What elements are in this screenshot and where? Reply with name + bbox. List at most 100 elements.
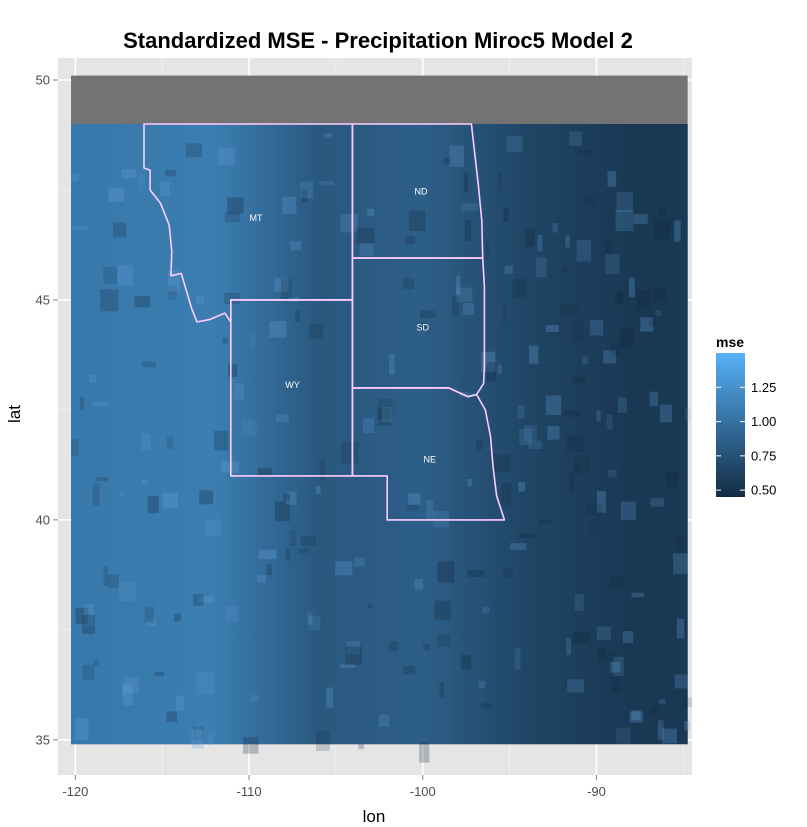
mse-cell [147, 495, 159, 514]
mse-cell [160, 181, 170, 197]
mse-cell [673, 553, 688, 575]
mse-cell [176, 695, 184, 712]
x-tick-label: -110 [237, 784, 262, 799]
mse-cell [426, 500, 434, 519]
mse-cell [77, 590, 83, 595]
mse-cell [467, 570, 485, 577]
mse-cell [123, 684, 133, 706]
mse-cell [168, 270, 180, 292]
mse-cell [460, 654, 472, 670]
mse-cell [605, 253, 620, 275]
mse-cell [290, 241, 302, 251]
mse-cell [199, 490, 214, 505]
mse-cell [335, 561, 353, 576]
mse-cell [622, 631, 634, 644]
mse-cell [619, 291, 624, 305]
mse-cell [281, 278, 292, 299]
mse-cell [615, 292, 622, 303]
mse-cell [377, 398, 393, 420]
mse-cell [282, 196, 297, 215]
mse-cell [633, 214, 648, 225]
mse-cell [612, 656, 624, 677]
mse-cell [502, 304, 508, 323]
mse-cell [503, 568, 514, 578]
x-axis: -120 -110 -100 -90 [62, 775, 606, 799]
mse-cell [83, 604, 95, 626]
mse-cell [243, 736, 259, 754]
mse-cell [134, 295, 151, 308]
mse-cell [462, 302, 475, 315]
mse-cell [537, 519, 553, 524]
mse-cell [537, 234, 543, 252]
mse-cell [358, 743, 365, 750]
mse-cell [514, 648, 521, 670]
mse-cell [437, 561, 455, 583]
mse-cell [121, 682, 126, 697]
mse-cell [140, 433, 152, 451]
mse-cell [609, 576, 624, 589]
mse-cell [464, 220, 471, 242]
mse-cell [118, 491, 126, 498]
mse-cell [196, 672, 215, 695]
mse-cell [339, 663, 356, 668]
y-axis: 35 40 45 50 [36, 72, 58, 747]
mse-cell [207, 734, 213, 746]
mse-cell [324, 133, 332, 138]
mse-cell [408, 210, 426, 231]
mse-cell [589, 319, 604, 336]
mse-cell [650, 498, 665, 507]
chart-title: Standardized MSE - Precipitation Miroc5 … [123, 28, 633, 53]
mse-cell [598, 649, 617, 662]
x-tick-label: -120 [62, 784, 88, 799]
mse-cell [569, 131, 582, 146]
mse-cell [367, 603, 373, 609]
mse-cell [93, 659, 99, 666]
mse-cell [596, 626, 612, 640]
mse-cell [582, 356, 588, 365]
mse-cell [165, 170, 177, 177]
mse-cell [460, 203, 478, 211]
mse-cell [258, 549, 277, 560]
mse-cell [649, 315, 656, 327]
mse-cell [325, 687, 334, 709]
mse-cell [456, 275, 461, 295]
mse-cell [449, 145, 465, 167]
mse-cell [629, 711, 644, 723]
mse-cell [485, 242, 490, 260]
mse-cell [571, 377, 587, 384]
mse-cell [307, 612, 313, 625]
mse-cell [345, 646, 362, 665]
state-outline-ne [351, 387, 506, 521]
mse-cell [285, 491, 297, 505]
mse-cell [653, 287, 666, 303]
mse-cell [266, 564, 272, 576]
x-axis-title: lon [363, 807, 386, 826]
mse-cell [141, 361, 157, 368]
mse-cell [589, 525, 595, 533]
state-label-mt: MT [250, 213, 263, 223]
mse-cell [518, 482, 525, 492]
mse-cell [82, 614, 95, 634]
mse-cell [224, 292, 241, 305]
mse-cell [658, 207, 666, 216]
mse-cell [655, 310, 662, 317]
mse-cell [492, 454, 510, 473]
mse-cell [154, 671, 165, 677]
mse-cell [301, 189, 308, 203]
mse-cell [118, 581, 136, 602]
mse-cell [367, 208, 375, 216]
mse-cell [89, 374, 97, 383]
mse-cell [274, 277, 289, 292]
mse-cell [283, 493, 291, 501]
mse-cell [503, 208, 509, 222]
mse-cell [257, 574, 266, 583]
mse-cell [234, 382, 245, 400]
mse-cell [519, 533, 535, 538]
mse-cell [195, 724, 202, 738]
mse-cell [607, 469, 617, 478]
mse-cell [571, 320, 584, 342]
mse-cell [168, 285, 177, 300]
mse-cell [444, 157, 451, 165]
mse-cell [300, 536, 317, 547]
mse-cell [79, 396, 84, 411]
